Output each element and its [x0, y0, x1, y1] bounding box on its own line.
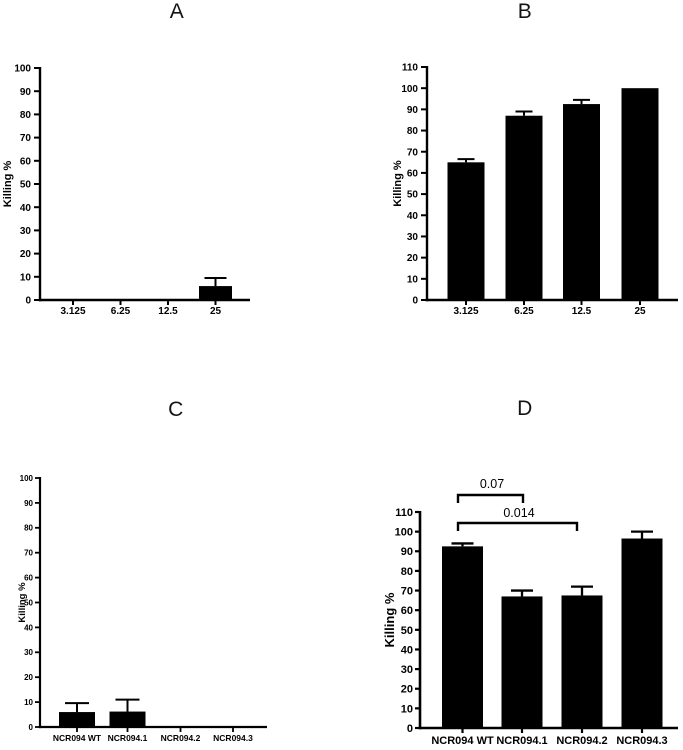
y-tick-label: 50: [20, 180, 32, 191]
y-tick-label: 60: [401, 605, 413, 617]
y-tick-label: 30: [407, 232, 419, 243]
y-tick-label: 10: [24, 698, 33, 707]
bar-3.125: [447, 162, 485, 300]
x-tick-label: NCR094.2: [161, 733, 201, 743]
y-tick-label: 0: [29, 723, 34, 732]
y-tick-label: 40: [24, 623, 33, 632]
y-tick-label: 70: [24, 549, 33, 558]
x-tick-label: NCR094 WT: [53, 733, 102, 743]
bar-NCR094 WT: [442, 546, 483, 728]
y-tick-label: 10: [401, 703, 413, 715]
panel-D: 0 10 20 30 40 50 60 70 80 90 100 110 Killing % NCR094…: [382, 477, 678, 747]
bar-25: [621, 88, 659, 300]
y-axis-label: Killing %: [392, 160, 404, 207]
y-tick-label: 90: [20, 87, 32, 98]
x-tick-label: 6.25: [111, 306, 131, 317]
y-tick-label: 100: [14, 64, 31, 75]
panel-C: 0 10 20 30 40 50 60 70 80 90 100 Killing % NCR094 WT…: [17, 474, 267, 743]
y-tick-label: 50: [407, 190, 419, 201]
x-tick-label: NCR094 WT: [431, 735, 494, 747]
y-tick-label: 100: [395, 527, 413, 539]
y-tick-label: 80: [401, 566, 413, 578]
x-tick-label: 25: [210, 306, 222, 317]
y-tick-label: 50: [401, 625, 413, 637]
x-tick-label: 25: [634, 306, 646, 317]
p-value-label: 0.014: [503, 506, 534, 520]
x-tick-label: NCR094.3: [213, 733, 253, 743]
bar-NCR094 WT: [59, 712, 95, 727]
y-axis-label: Killing %: [2, 161, 14, 208]
bar-NCR094.2: [561, 595, 603, 728]
y-tick-label: 70: [407, 147, 419, 158]
significance-bracket: [456, 493, 525, 503]
y-tick-label: 90: [407, 105, 419, 116]
y-tick-label: 110: [395, 507, 413, 519]
y-tick-label: 30: [401, 664, 413, 676]
x-tick-label: 3.125: [453, 306, 478, 317]
x-tick-label: NCR094.3: [616, 735, 667, 747]
bar-NCR094.1: [501, 596, 543, 728]
x-tick-label: 12.5: [158, 306, 178, 317]
y-tick-label: 40: [401, 644, 413, 656]
y-tick-label: 50: [24, 598, 33, 607]
panel-B: 0 10 20 30 40 50 60 70 80 90 100 110 Killing % 3.125 6…: [392, 63, 678, 317]
x-tick-label: NCR094.1: [108, 733, 148, 743]
panel-c-title: C: [168, 398, 184, 421]
y-tick-label: 20: [24, 673, 33, 682]
y-tick-label: 90: [24, 499, 33, 508]
x-tick-label: NCR094.2: [556, 735, 607, 747]
y-tick-label: 70: [401, 586, 413, 598]
x-tick-label: 12.5: [572, 306, 592, 317]
y-tick-label: 20: [401, 684, 413, 696]
x-tick-label: 6.25: [514, 306, 534, 317]
x-tick-label: NCR094.1: [496, 735, 547, 747]
bar-NCR094.1: [109, 711, 146, 727]
y-tick-label: 10: [20, 272, 32, 283]
y-tick-label: 80: [24, 524, 33, 533]
significance-bracket: [456, 521, 579, 531]
y-tick-label: 70: [20, 133, 32, 144]
y-axis-label: Killing %: [17, 582, 28, 623]
p-value-label: 0.07: [480, 477, 504, 491]
y-tick-label: 60: [407, 169, 419, 180]
y-tick-label: 0: [407, 723, 413, 735]
x-tick-label: 3.125: [60, 306, 85, 317]
panel-d-title: D: [517, 397, 533, 420]
y-tick-label: 60: [20, 156, 32, 167]
y-tick-label: 30: [24, 648, 33, 657]
y-tick-label: 40: [20, 203, 32, 214]
bar-NCR094.3: [621, 538, 663, 728]
bar-25: [199, 286, 232, 300]
y-tick-label: 80: [407, 126, 419, 137]
panel-A: 0 10 20 30 40 50 60 70 80 90 100 Killing % 3.125 6.25…: [2, 64, 250, 317]
panel-b-title: B: [517, 0, 533, 23]
y-tick-label: 30: [20, 226, 32, 237]
y-tick-label: 0: [25, 296, 31, 307]
panel-a-title: A: [169, 0, 185, 23]
y-tick-label: 90: [401, 546, 413, 558]
y-tick-label: 60: [24, 573, 33, 582]
y-tick-label: 100: [20, 474, 34, 483]
y-tick-label: 40: [407, 211, 419, 222]
y-tick-label: 0: [412, 296, 418, 307]
y-tick-label: 100: [401, 84, 418, 95]
bar-12.5: [563, 104, 600, 301]
y-tick-label: 110: [402, 63, 419, 74]
bar-6.25: [505, 115, 543, 300]
y-tick-label: 20: [20, 249, 32, 260]
y-tick-label: 10: [407, 274, 419, 285]
y-tick-label: 80: [20, 110, 32, 121]
y-axis-label: Killing %: [382, 592, 397, 647]
y-tick-label: 20: [407, 253, 419, 264]
